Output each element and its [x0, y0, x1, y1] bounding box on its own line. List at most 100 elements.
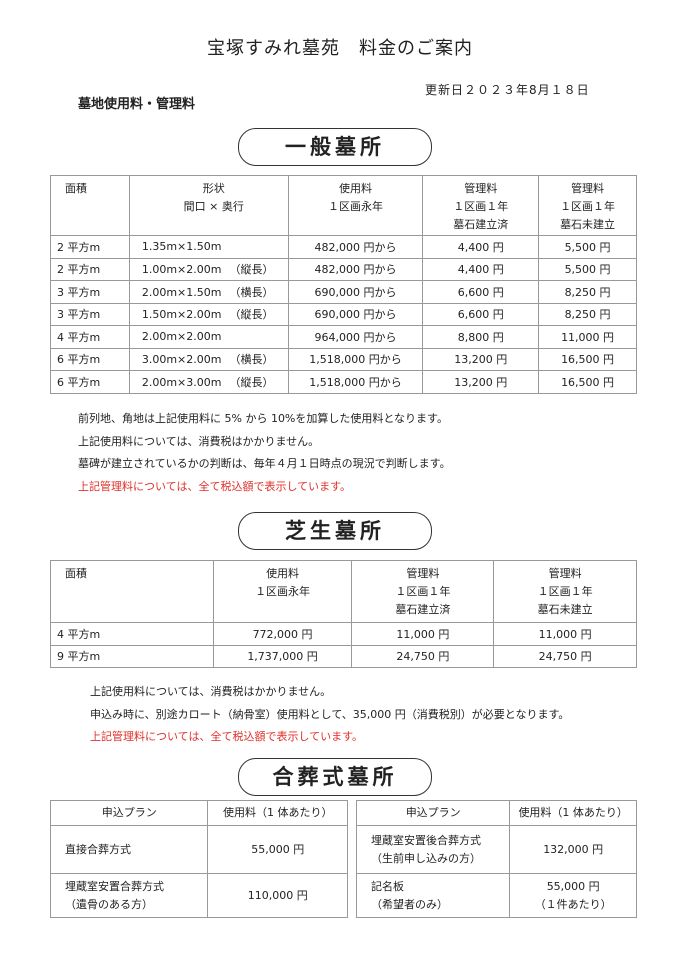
area-cell: 3 平方m [50, 302, 130, 326]
orientation: （縦長） [229, 375, 274, 389]
table-row: 埋蔵室安置合葬方式 （遺骨のある方） 110,000 円 [49, 873, 348, 918]
mgmt-fee-unbuilt-cell: 24,750 円 [493, 644, 637, 668]
mgmt-fee-unbuilt-cell: 11,000 円 [538, 325, 637, 349]
column-header: 管理料 １区画１年 墓石建立済 [351, 560, 495, 623]
note-text: 申込み時に、別途カロート（納骨室）使用料として、35,000 円（消費税別）が必… [90, 707, 570, 721]
mgmt-fee-built-cell: 6,600 円 [422, 280, 540, 304]
plan-cell: 埋蔵室安置後合葬方式 （生前申し込みの方） [355, 825, 511, 874]
table-row: 4 平方m 772,000 円 11,000 円 11,000 円 [50, 622, 637, 646]
mgmt-fee-built-cell: 4,400 円 [422, 257, 540, 281]
column-header: 使用料 １区画永年 [287, 175, 424, 236]
tax-included-note: 上記管理料については、全て税込額で表示しています。 [90, 730, 364, 744]
updated-date: 更新日２０２３年8月１８日 [425, 83, 590, 97]
dimensions: 3.00m×2.00m [141, 353, 222, 367]
column-header: 使用料（1 体あたり） [509, 800, 637, 826]
note-text: 前列地、角地は上記使用料に 5% から 10%を加算した使用料となります。 [78, 412, 448, 425]
table-row: 3 平方m 1.50m×2.00m （縦長） 690,000 円から 6,600 円 8,… [50, 302, 637, 326]
page-title: 宝塚すみれ墓苑 料金のご案内 [207, 38, 473, 59]
header-row: 面積 形状 間口 × 奥行 使用料 １区画永年 管理料 １区画１年 墓石建立済 管理料 … [50, 175, 637, 236]
note-text: 上記使用料については、消費税はかかりません。 [90, 685, 332, 698]
plan-cell: 埋蔵室安置合葬方式 （遺骨のある方） [49, 873, 209, 918]
column-header: 使用料 １区画永年 [212, 560, 353, 623]
mgmt-fee-built-cell: 13,200 円 [422, 347, 540, 371]
dimensions: 2.00m×3.00m [141, 375, 222, 389]
mgmt-fee-unbuilt-cell: 5,500 円 [538, 235, 637, 259]
area-cell: 6 平方m [50, 347, 130, 371]
mgmt-fee-built-cell: 13,200 円 [422, 370, 540, 394]
mgmt-fee-unbuilt-cell: 11,000 円 [493, 622, 637, 646]
lawn-heading: 芝生墓所 [238, 512, 432, 550]
orientation: （横長） [229, 353, 274, 367]
header-row: 面積 使用料 １区画永年 管理料 １区画１年 墓石建立済 管理料 １区画１年 墓石未建… [50, 560, 637, 623]
area-cell: 9 平方m [50, 644, 214, 668]
shape-cell: 1.35m×1.50m [128, 235, 289, 259]
orientation: （縦長） [229, 308, 274, 322]
mgmt-fee-built-cell: 4,400 円 [422, 235, 540, 259]
column-header: 面積 [50, 560, 214, 623]
column-header: 管理料 １区画１年 墓石建立済 [422, 175, 540, 236]
usage-fee-cell: 964,000 円から [287, 325, 424, 349]
joint-heading: 合葬式墓所 [238, 758, 432, 796]
usage-fee-cell: 482,000 円から [287, 235, 424, 259]
table-row: 3 平方m 2.00m×1.50m （横長） 690,000 円から 6,600 円 8,… [50, 280, 637, 304]
fee-cell: 55,000 円 [207, 825, 348, 874]
usage-fee-cell: 690,000 円から [287, 280, 424, 304]
fee-cell: 110,000 円 [207, 873, 348, 918]
usage-fee-cell: 482,000 円から [287, 257, 424, 281]
column-header: 面積 [50, 175, 130, 236]
lawn-price-table: 面積 使用料 １区画永年 管理料 １区画１年 墓石建立済 管理料 １区画１年 墓石未建… [50, 560, 637, 668]
area-cell: 2 平方m [50, 257, 130, 281]
column-header: 申込プラン [355, 800, 511, 826]
shape-cell: 2.00m×3.00m （縦長） [128, 370, 289, 394]
plan-cell: 記名板 （希望者のみ） [355, 873, 511, 918]
column-header: 申込プラン [49, 800, 209, 826]
dimensions: 1.35m×1.50m [141, 240, 222, 254]
table-row: 2 平方m 1.35m×1.50m 482,000 円から 4,400 円 5,500 … [50, 235, 637, 259]
mgmt-fee-unbuilt-cell: 16,500 円 [538, 370, 637, 394]
mgmt-fee-built-cell: 24,750 円 [351, 644, 495, 668]
area-cell: 6 平方m [50, 370, 130, 394]
column-header: 管理料 １区画１年 墓石未建立 [493, 560, 637, 623]
mgmt-fee-unbuilt-cell: 16,500 円 [538, 347, 637, 371]
usage-fee-cell: 1,518,000 円から [287, 347, 424, 371]
area-cell: 4 平方m [50, 325, 130, 349]
shape-cell: 3.00m×2.00m （横長） [128, 347, 289, 371]
dimensions: 2.00m×1.50m [141, 285, 222, 299]
general-price-table: 面積 形状 間口 × 奥行 使用料 １区画永年 管理料 １区画１年 墓石建立済 管理料 … [50, 175, 637, 394]
shape-cell: 2.00m×2.00m [128, 325, 289, 349]
usage-fee-cell: 1,737,000 円 [212, 644, 353, 668]
usage-fee-cell: 1,518,000 円から [287, 370, 424, 394]
tax-included-note: 上記管理料については、全て税込額で表示しています。 [78, 480, 352, 494]
column-header: 管理料 １区画１年 墓石未建立 [538, 175, 637, 236]
column-header: 形状 間口 × 奥行 [128, 175, 289, 236]
joint-price-table-right: 申込プラン 使用料（1 体あたり） 埋蔵室安置後合葬方式 （生前申し込みの方） 132… [355, 800, 637, 918]
section-subtitle: 墓地使用料・管理料 [78, 97, 196, 112]
note-text: 墓碑が建立されているかの判断は、毎年４月１日時点の現況で判断します。 [78, 457, 451, 471]
header-row: 申込プラン 使用料（1 体あたり） [49, 800, 348, 826]
fee-cell: 132,000 円 [509, 825, 637, 874]
shape-cell: 1.50m×2.00m （縦長） [128, 302, 289, 326]
mgmt-fee-built-cell: 8,800 円 [422, 325, 540, 349]
mgmt-fee-unbuilt-cell: 8,250 円 [538, 302, 637, 326]
mgmt-fee-built-cell: 11,000 円 [351, 622, 495, 646]
shape-cell: 1.00m×2.00m （縦長） [128, 257, 289, 281]
dimensions: 2.00m×2.00m [141, 330, 222, 344]
usage-fee-cell: 690,000 円から [287, 302, 424, 326]
area-cell: 4 平方m [50, 622, 214, 646]
note-text: 上記使用料については、消費税はかかりません。 [78, 434, 320, 448]
table-row: 直接合葬方式 55,000 円 [49, 825, 348, 874]
orientation: （縦長） [229, 263, 274, 277]
dimensions: 1.00m×2.00m [141, 263, 222, 277]
table-row: 埋蔵室安置後合葬方式 （生前申し込みの方） 132,000 円 [355, 825, 637, 874]
area-cell: 2 平方m [50, 235, 130, 259]
table-row: 記名板 （希望者のみ） 55,000 円 （１件あたり） [355, 873, 637, 918]
mgmt-fee-built-cell: 6,600 円 [422, 302, 540, 326]
header-row: 申込プラン 使用料（1 体あたり） [355, 800, 637, 826]
plan-cell: 直接合葬方式 [49, 825, 209, 874]
area-cell: 3 平方m [50, 280, 130, 304]
general-heading: 一般墓所 [238, 128, 432, 166]
orientation: （横長） [229, 285, 274, 299]
joint-price-table-left: 申込プラン 使用料（1 体あたり） 直接合葬方式 55,000 円埋蔵室安置合葬方式 … [49, 800, 348, 918]
column-header: 使用料（1 体あたり） [207, 800, 348, 826]
